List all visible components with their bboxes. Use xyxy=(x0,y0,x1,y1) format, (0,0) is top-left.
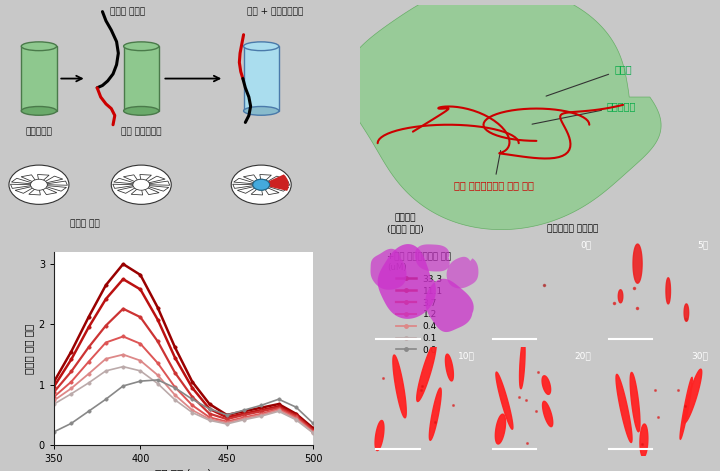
Polygon shape xyxy=(114,179,135,184)
Polygon shape xyxy=(113,184,133,188)
Text: 10분: 10분 xyxy=(458,351,475,360)
Polygon shape xyxy=(131,187,143,195)
Polygon shape xyxy=(11,184,31,188)
Polygon shape xyxy=(47,181,68,185)
Polygon shape xyxy=(238,187,256,193)
Text: 0분: 0분 xyxy=(580,241,592,250)
Text: 센서단백질: 센서단백질 xyxy=(532,101,636,124)
Ellipse shape xyxy=(22,42,57,51)
Legend: 33.3, 11.1, 3.7, 1.2, 0.4, 0.1, 0.0: 33.3, 11.1, 3.7, 1.2, 0.4, 0.1, 0.0 xyxy=(387,252,451,355)
Polygon shape xyxy=(37,174,49,182)
Polygon shape xyxy=(149,181,170,185)
Y-axis label: 상대적 형광 세기: 상대적 형광 세기 xyxy=(24,324,35,374)
Text: 발색단: 발색단 xyxy=(546,65,631,96)
Polygon shape xyxy=(496,372,513,429)
Circle shape xyxy=(253,179,269,190)
Polygon shape xyxy=(417,342,436,401)
Polygon shape xyxy=(633,244,642,283)
Circle shape xyxy=(231,165,291,204)
Polygon shape xyxy=(251,187,263,195)
Polygon shape xyxy=(268,186,289,191)
Polygon shape xyxy=(146,176,165,183)
Polygon shape xyxy=(46,186,66,191)
Text: 5분: 5분 xyxy=(697,241,708,250)
Polygon shape xyxy=(12,179,32,184)
Polygon shape xyxy=(429,388,441,440)
Polygon shape xyxy=(684,304,688,321)
Polygon shape xyxy=(378,244,436,319)
Text: 30분: 30분 xyxy=(691,351,708,360)
Polygon shape xyxy=(375,421,384,451)
Polygon shape xyxy=(684,369,702,423)
FancyBboxPatch shape xyxy=(124,46,159,111)
Polygon shape xyxy=(264,187,279,195)
Wedge shape xyxy=(261,174,289,191)
Polygon shape xyxy=(495,414,505,444)
Polygon shape xyxy=(44,176,63,183)
Ellipse shape xyxy=(22,106,57,115)
Circle shape xyxy=(112,165,171,204)
Polygon shape xyxy=(234,179,254,184)
Polygon shape xyxy=(42,187,57,195)
Polygon shape xyxy=(233,184,253,188)
Polygon shape xyxy=(542,376,551,394)
Polygon shape xyxy=(140,174,151,182)
Polygon shape xyxy=(243,175,258,182)
Circle shape xyxy=(133,179,150,190)
Text: 절단 형광단백질: 절단 형광단백질 xyxy=(121,127,161,136)
Polygon shape xyxy=(117,187,136,193)
X-axis label: 형광 파장 (nm): 형광 파장 (nm) xyxy=(156,468,212,471)
Polygon shape xyxy=(15,187,34,193)
Circle shape xyxy=(9,165,69,204)
Polygon shape xyxy=(393,355,406,418)
Polygon shape xyxy=(148,186,168,191)
Ellipse shape xyxy=(243,106,279,115)
Polygon shape xyxy=(446,257,478,288)
Circle shape xyxy=(253,179,269,190)
Polygon shape xyxy=(123,175,139,182)
Text: 비정형 단백질: 비정형 단백질 xyxy=(109,7,145,16)
Polygon shape xyxy=(666,278,670,304)
Polygon shape xyxy=(29,187,40,195)
Polygon shape xyxy=(144,187,159,195)
Polygon shape xyxy=(680,377,693,439)
Circle shape xyxy=(30,179,48,190)
Polygon shape xyxy=(543,401,553,427)
FancyBboxPatch shape xyxy=(22,46,57,111)
Polygon shape xyxy=(371,249,407,290)
Polygon shape xyxy=(446,354,454,381)
Polygon shape xyxy=(269,181,289,185)
Text: 형광단백질: 형광단백질 xyxy=(25,127,53,136)
Polygon shape xyxy=(344,0,661,230)
Text: 센서단백질 형광신호: 센서단백질 형광신호 xyxy=(547,224,599,233)
Ellipse shape xyxy=(124,42,159,51)
Polygon shape xyxy=(426,279,474,332)
Text: 20분: 20분 xyxy=(575,351,592,360)
Polygon shape xyxy=(618,290,623,303)
Text: 결합 + 형광파장변화: 결합 + 형광파장변화 xyxy=(247,7,303,16)
FancyBboxPatch shape xyxy=(243,46,279,111)
Polygon shape xyxy=(630,373,640,432)
Polygon shape xyxy=(260,174,271,182)
Polygon shape xyxy=(520,340,525,389)
Polygon shape xyxy=(266,176,285,183)
Polygon shape xyxy=(616,374,632,442)
Text: 표적 비정형단백질 서열 조각: 표적 비정형단백질 서열 조각 xyxy=(454,151,534,190)
Ellipse shape xyxy=(243,42,279,51)
Polygon shape xyxy=(415,244,450,271)
Polygon shape xyxy=(21,175,36,182)
Text: 성상세포
(세포막 염색): 성상세포 (세포막 염색) xyxy=(387,214,424,233)
Ellipse shape xyxy=(124,106,159,115)
Text: 베타통 구조: 베타통 구조 xyxy=(70,219,99,228)
Polygon shape xyxy=(640,424,648,457)
